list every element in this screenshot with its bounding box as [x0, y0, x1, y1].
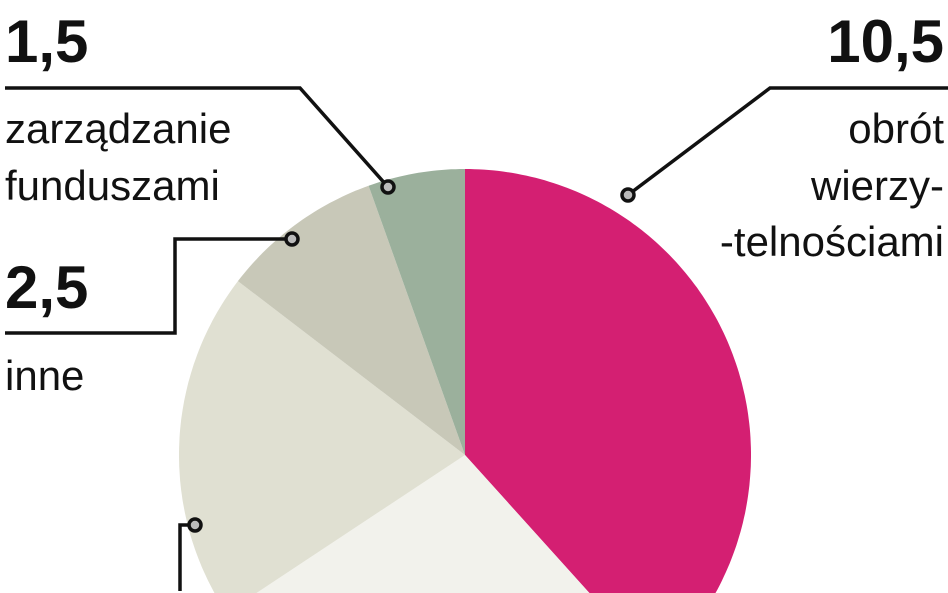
leader-dot-obrot: [620, 187, 636, 203]
pie-slice-2: [179, 281, 465, 593]
leader-dot-unlabeled: [187, 517, 203, 533]
category-label-fund-2: funduszami: [5, 162, 220, 209]
leader-line-fund: [5, 86, 390, 189]
leader-dot-fund: [380, 179, 396, 195]
category-label-fund-1: zarządzanie: [5, 105, 231, 152]
leader-line-obrot: [626, 86, 948, 197]
pie-slice-3: [237, 185, 465, 456]
value-label-obrot: 10,5: [827, 8, 944, 75]
pie-slice-4: [368, 169, 465, 455]
category-label-inne: inne: [5, 352, 84, 399]
value-label-inne: 2,5: [5, 254, 88, 321]
category-label-obrot-2: wierzy-: [810, 162, 944, 209]
category-label-obrot-1: obrót: [848, 105, 944, 152]
leader-dot-inne: [284, 231, 300, 247]
pie-slice-1: [256, 455, 590, 593]
leader-line-unlabeled: [178, 523, 189, 591]
pie-slice-0: [465, 169, 751, 593]
leader-line-inne: [5, 237, 286, 335]
value-label-fund: 1,5: [5, 8, 88, 75]
category-label-obrot-3: -telnościami: [720, 218, 944, 265]
pie-slices: [179, 169, 751, 593]
